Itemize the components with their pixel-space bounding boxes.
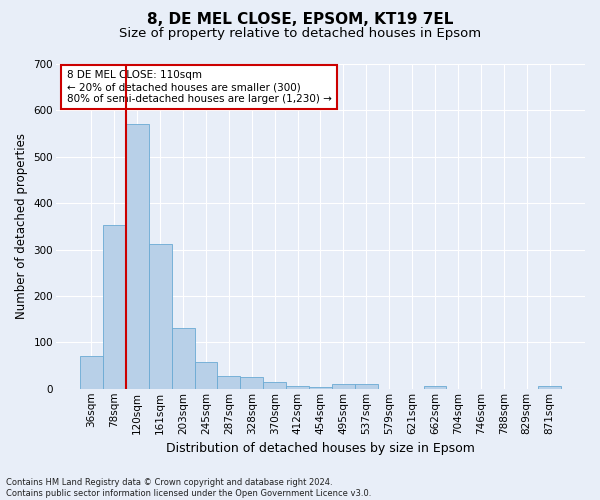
- Bar: [332, 384, 355, 389]
- X-axis label: Distribution of detached houses by size in Epsom: Distribution of detached houses by size …: [166, 442, 475, 455]
- Bar: [103, 226, 126, 389]
- Text: Contains HM Land Registry data © Crown copyright and database right 2024.
Contai: Contains HM Land Registry data © Crown c…: [6, 478, 371, 498]
- Bar: [241, 377, 263, 389]
- Bar: [263, 382, 286, 389]
- Bar: [538, 386, 561, 389]
- Bar: [217, 376, 241, 389]
- Bar: [80, 356, 103, 389]
- Y-axis label: Number of detached properties: Number of detached properties: [15, 134, 28, 320]
- Bar: [424, 386, 446, 389]
- Bar: [126, 124, 149, 389]
- Text: 8, DE MEL CLOSE, EPSOM, KT19 7EL: 8, DE MEL CLOSE, EPSOM, KT19 7EL: [147, 12, 453, 28]
- Bar: [286, 386, 309, 389]
- Text: Size of property relative to detached houses in Epsom: Size of property relative to detached ho…: [119, 28, 481, 40]
- Text: 8 DE MEL CLOSE: 110sqm
← 20% of detached houses are smaller (300)
80% of semi-de: 8 DE MEL CLOSE: 110sqm ← 20% of detached…: [67, 70, 331, 104]
- Bar: [194, 362, 217, 389]
- Bar: [172, 328, 194, 389]
- Bar: [149, 244, 172, 389]
- Bar: [309, 388, 332, 389]
- Bar: [355, 384, 378, 389]
